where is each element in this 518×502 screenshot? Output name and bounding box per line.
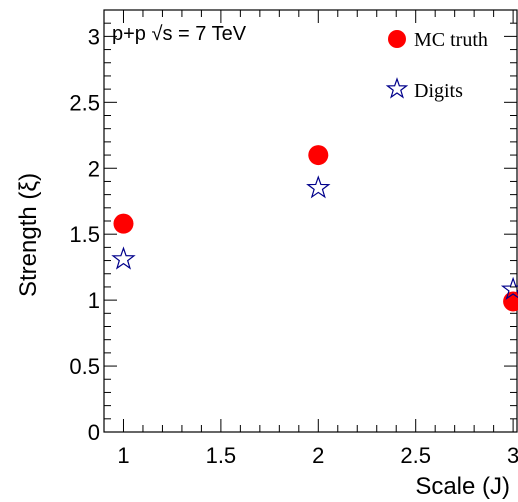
y-tick-labels: 0 0.5 1 1.5 2 2.5 3 [69,24,100,445]
x-axis-title: Scale (J) [415,473,510,500]
y-tick-label: 2.5 [69,90,100,115]
legend: MC truth Digits [385,29,488,102]
x-tick-label: 1 [117,443,129,468]
x-tick-label: 1.5 [206,443,237,468]
x-tick-label: 2.5 [400,443,431,468]
digits-point [111,246,136,270]
digits-point [306,175,331,199]
y-axis-title: Strength (ξ) [15,173,42,297]
mc-truth-point [308,145,329,166]
x-tick-labels: 1 1.5 2 2.5 3 [117,443,518,468]
x-tick-label: 2 [312,443,324,468]
y-tick-label: 1 [88,288,100,313]
legend-marker-digits [385,77,409,99]
y-tick-label: 0 [88,420,100,445]
collision-annotation: p+p √s = 7 TeV [112,23,247,45]
y-tick-label: 1.5 [69,222,100,247]
y-tick-label: 0.5 [69,354,100,379]
legend-label-mc-truth: MC truth [414,29,488,51]
plot-frame [103,9,518,433]
legend-marker-mc-truth [388,30,406,48]
digits-point [500,276,518,300]
y-tick-label: 2 [88,156,100,181]
mc-truth-point [503,291,518,312]
legend-label-digits: Digits [414,80,463,102]
x-tick-label: 3 [507,443,518,468]
axis-ticks [103,9,517,433]
mc-truth-point [113,213,134,234]
data-points [111,145,518,312]
y-tick-label: 3 [88,24,100,49]
